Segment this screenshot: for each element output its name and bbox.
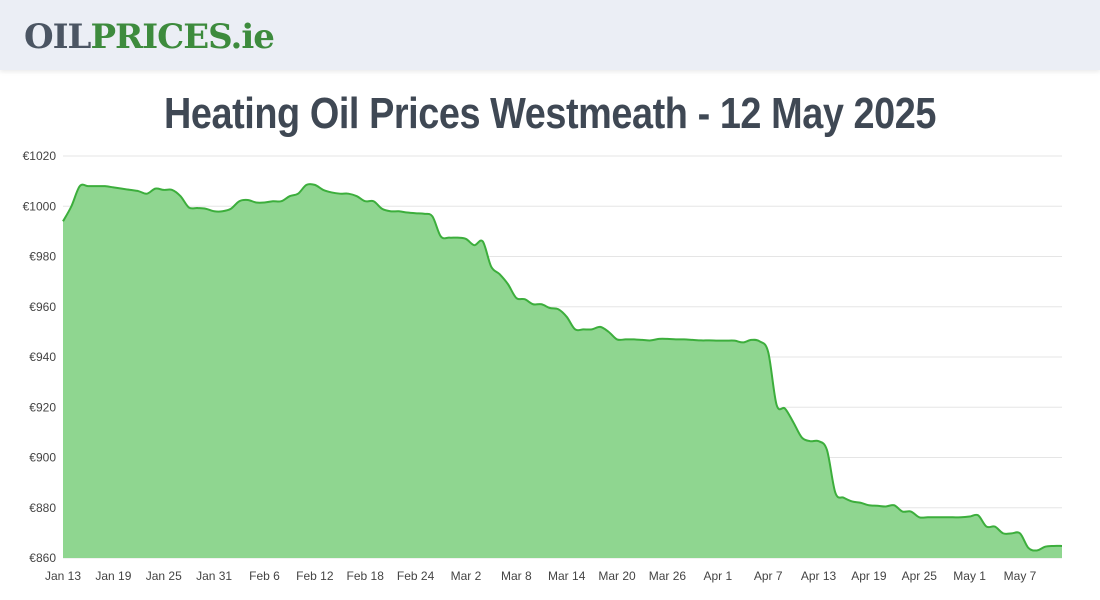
logo-oil-text: OIL — [24, 17, 91, 57]
y-tick-label: €1000 — [23, 199, 57, 213]
y-tick-label: €980 — [29, 250, 56, 264]
x-tick-label: Apr 1 — [703, 569, 732, 583]
x-tick-label: Apr 7 — [754, 569, 783, 583]
x-tick-label: May 7 — [1004, 569, 1037, 583]
x-tick-label: Mar 14 — [548, 569, 586, 583]
x-tick-label: Mar 8 — [501, 569, 532, 583]
x-tick-label: Feb 6 — [249, 569, 280, 583]
x-tick-label: Apr 19 — [851, 569, 887, 583]
price-area — [63, 184, 1062, 558]
x-tick-label: Jan 31 — [196, 569, 232, 583]
site-header: OILPRICES.ie — [0, 0, 1100, 70]
x-tick-label: Jan 13 — [45, 569, 81, 583]
site-logo[interactable]: OILPRICES.ie — [24, 17, 275, 57]
page-title: Heating Oil Prices Westmeath - 12 May 20… — [163, 89, 937, 138]
x-tick-label: Feb 18 — [347, 569, 385, 583]
x-tick-label: Jan 19 — [95, 569, 131, 583]
logo-tld-text: .ie — [230, 17, 274, 57]
y-tick-label: €1020 — [23, 149, 57, 163]
x-tick-label: Feb 24 — [397, 569, 435, 583]
x-tick-label: Mar 20 — [598, 569, 636, 583]
x-tick-label: Mar 26 — [649, 569, 687, 583]
y-tick-label: €860 — [29, 551, 56, 565]
y-tick-label: €960 — [29, 300, 56, 314]
x-tick-label: Jan 25 — [146, 569, 182, 583]
logo-prices-text: PRICES — [90, 17, 231, 57]
y-tick-label: €940 — [29, 350, 56, 364]
x-tick-label: Apr 25 — [902, 569, 938, 583]
x-tick-label: Apr 13 — [801, 569, 837, 583]
y-tick-label: €880 — [29, 501, 56, 515]
x-tick-label: May 1 — [953, 569, 986, 583]
x-tick-label: Feb 12 — [296, 569, 334, 583]
y-tick-label: €920 — [29, 400, 56, 414]
price-line — [62, 183, 1063, 552]
x-tick-label: Mar 2 — [451, 569, 482, 583]
y-tick-label: €900 — [29, 451, 56, 465]
